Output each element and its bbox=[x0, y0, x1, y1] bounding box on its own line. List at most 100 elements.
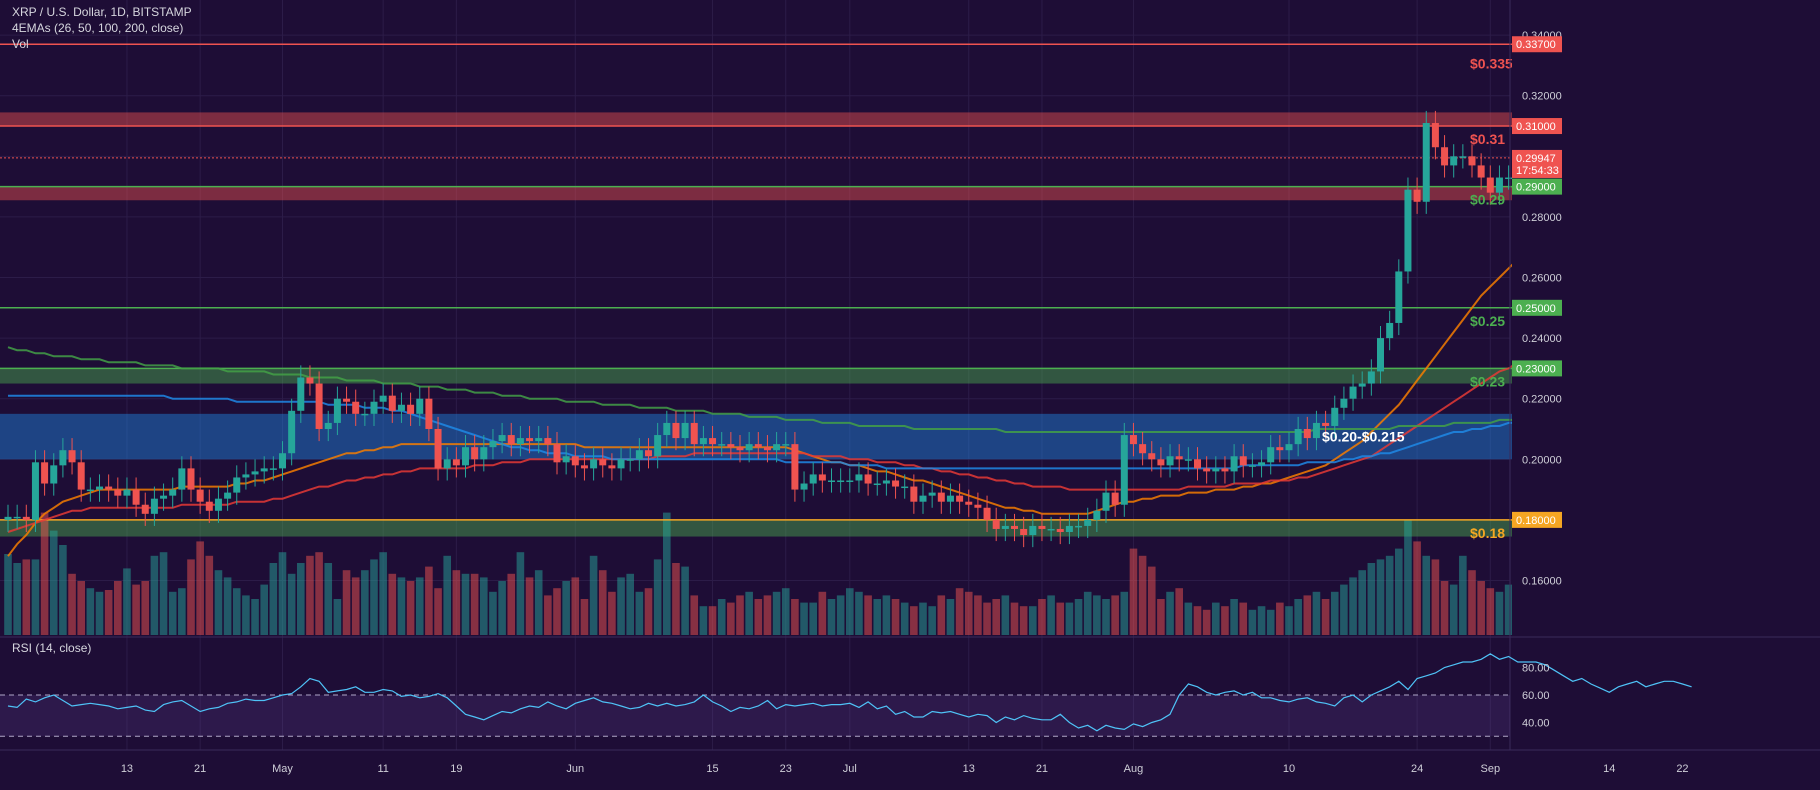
candle-body bbox=[59, 450, 67, 466]
volume-bar bbox=[489, 591, 497, 635]
price-label-text: 0.18000 bbox=[1516, 515, 1556, 527]
price-axis-tick: 0.20000 bbox=[1522, 454, 1562, 466]
candle-body bbox=[297, 377, 305, 411]
volume-bar bbox=[1395, 548, 1403, 635]
volume-bar bbox=[59, 545, 67, 635]
price-label-badge bbox=[1512, 299, 1562, 316]
rsi-indicator-label[interactable]: RSI (14, close) bbox=[12, 641, 92, 655]
price-label-text: 0.25000 bbox=[1516, 303, 1556, 315]
time-axis-tick: Jun bbox=[566, 763, 584, 775]
volume-bar bbox=[1230, 599, 1238, 635]
candle-body bbox=[709, 438, 717, 445]
volume-bar bbox=[525, 577, 534, 635]
volume-bar bbox=[434, 588, 442, 635]
candle-body bbox=[1459, 156, 1467, 158]
candle-body bbox=[828, 480, 835, 482]
candle-body bbox=[333, 398, 341, 423]
candle-body bbox=[837, 480, 845, 482]
candle-body bbox=[416, 398, 424, 414]
volume-bar bbox=[1321, 599, 1330, 635]
candle-body bbox=[370, 401, 378, 414]
volume-bar bbox=[86, 588, 95, 635]
time-axis-tick: Aug bbox=[1124, 763, 1144, 775]
volume-bar bbox=[40, 512, 49, 635]
candle-body bbox=[1001, 525, 1009, 529]
candle-body bbox=[379, 395, 387, 402]
price-axis-tick: 0.24000 bbox=[1522, 333, 1562, 345]
candle-body bbox=[141, 504, 149, 514]
volume-bar bbox=[1193, 606, 1202, 635]
candle-body bbox=[1312, 422, 1320, 439]
time-axis-tick: 10 bbox=[1283, 763, 1295, 775]
ema-indicator-label[interactable]: 4EMAs (26, 50, 100, 200, close) bbox=[12, 21, 184, 35]
candle-body bbox=[1047, 528, 1055, 531]
candle-body bbox=[800, 483, 808, 490]
candle-body bbox=[187, 468, 195, 490]
candle-body bbox=[352, 401, 360, 414]
candle-body bbox=[965, 501, 973, 505]
chart-legend: XRP / U.S. Dollar, 1D, BITSTAMP 4EMAs (2… bbox=[12, 4, 192, 52]
volume-bar bbox=[150, 555, 159, 635]
candle-body bbox=[855, 474, 863, 481]
candle-body bbox=[727, 444, 735, 448]
candle-body bbox=[31, 462, 39, 520]
volume-bar bbox=[95, 591, 104, 635]
time-axis-tick: 14 bbox=[1603, 763, 1615, 775]
time-axis-tick: 19 bbox=[450, 763, 462, 775]
volume-bar bbox=[1358, 570, 1366, 635]
candle-body bbox=[425, 398, 433, 429]
candle-body bbox=[1148, 453, 1156, 460]
volume-bar bbox=[443, 555, 451, 635]
candle-body bbox=[663, 422, 671, 436]
volume-bar bbox=[598, 570, 607, 635]
candle-body bbox=[1486, 177, 1494, 193]
volume-bar bbox=[800, 602, 808, 635]
symbol-title[interactable]: XRP / U.S. Dollar, 1D, BITSTAMP bbox=[12, 5, 192, 19]
time-axis-tick: Sep bbox=[1481, 763, 1501, 775]
candle-body bbox=[892, 480, 900, 487]
volume-bar bbox=[836, 595, 845, 635]
volume-bar bbox=[553, 588, 561, 635]
level-annotation: $0.18 bbox=[1470, 525, 1505, 541]
volume-bar bbox=[370, 559, 378, 635]
volume-bar bbox=[1147, 566, 1156, 635]
candle-body bbox=[324, 422, 332, 429]
volume-bar bbox=[672, 563, 680, 635]
candle-body bbox=[864, 474, 872, 484]
candle-body bbox=[407, 404, 415, 414]
volume-bar bbox=[168, 591, 177, 635]
candle-body bbox=[214, 498, 222, 511]
volume-bar bbox=[864, 595, 872, 635]
candle-body bbox=[1422, 123, 1430, 202]
volume-bar bbox=[781, 588, 790, 635]
price-zone bbox=[0, 368, 1515, 384]
volume-bar bbox=[114, 581, 122, 635]
volume-bar bbox=[818, 591, 827, 635]
volume-bar bbox=[205, 555, 214, 635]
volume-bar bbox=[544, 595, 552, 635]
volume-bar bbox=[1257, 606, 1266, 635]
candle-body bbox=[1221, 468, 1229, 472]
volume-bar bbox=[132, 584, 140, 635]
volume-bar bbox=[232, 588, 241, 635]
volume-bar bbox=[992, 599, 1000, 635]
time-axis-tick: 24 bbox=[1411, 763, 1423, 775]
candle-body bbox=[736, 447, 744, 451]
candle-body bbox=[443, 459, 451, 469]
candle-body bbox=[22, 516, 30, 520]
level-annotation: $0.29 bbox=[1470, 192, 1505, 208]
volume-bar bbox=[251, 599, 259, 635]
candle-body bbox=[1011, 525, 1018, 529]
candle-body bbox=[4, 516, 12, 520]
volume-indicator-label[interactable]: Vol bbox=[12, 37, 29, 51]
level-annotation: $0.23 bbox=[1470, 373, 1505, 389]
volume-bar bbox=[1404, 519, 1412, 635]
volume-bar bbox=[397, 577, 406, 635]
candle-body bbox=[1441, 147, 1449, 166]
volume-bar bbox=[1074, 599, 1083, 635]
candle-body bbox=[1303, 428, 1311, 439]
candle-body bbox=[873, 483, 881, 486]
volume-bar bbox=[1413, 541, 1421, 635]
volume-bar bbox=[653, 559, 662, 635]
